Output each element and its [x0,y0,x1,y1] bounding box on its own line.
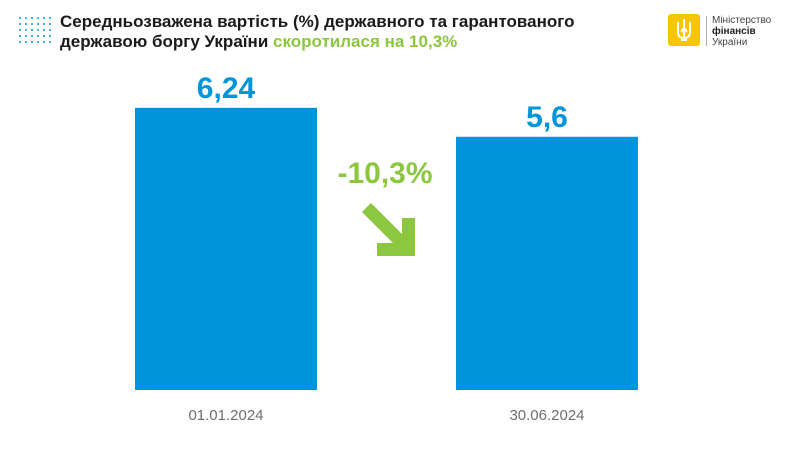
bar-1 [135,107,317,390]
bar-value-label-1: 6,24 [197,72,256,105]
category-label-1: 01.01.2024 [188,407,263,424]
title-main: Середньозважена вартість (%) державного … [60,12,575,51]
bar-value-label-2: 5,6 [526,101,568,134]
logo-divider [706,16,707,46]
logo-line-3: України [712,37,748,48]
logo-line-2: фінансів [712,26,756,37]
trident-emblem-icon [668,14,700,46]
logo-line-1: Міністерство [712,15,772,26]
category-label-2: 30.06.2024 [509,407,584,424]
ministry-logo: Міністерство фінансів України [668,14,788,54]
change-label: -10,3% [337,157,432,190]
page-title: Середньозважена вартість (%) державного … [60,12,620,52]
down-arrow-icon [362,203,415,256]
title-highlight: скоротилася на 10,3% [273,32,458,51]
dot-grid-decoration [18,16,52,44]
bar-2 [456,136,638,390]
logo-text: Міністерство фінансів України [712,15,771,48]
